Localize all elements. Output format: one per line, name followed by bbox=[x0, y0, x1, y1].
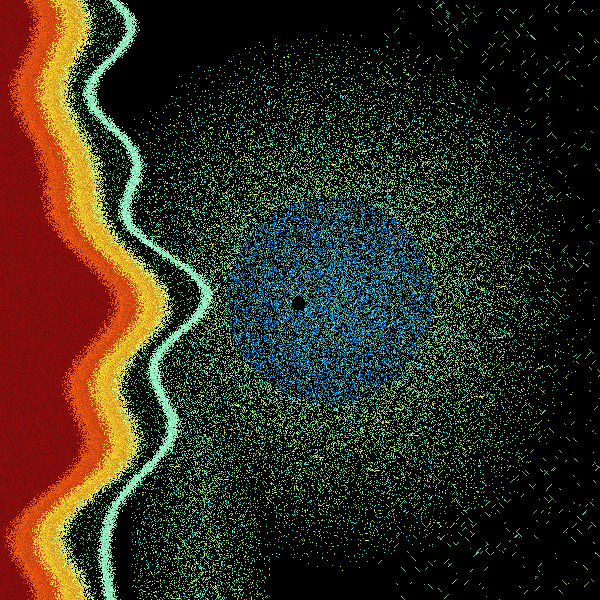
hidden-caption: Radar Reflectivity Mosaic (simulated) bbox=[4, 597, 21, 598]
radar-image-viewport: Radar Reflectivity Mosaic (simulated) bbox=[0, 0, 600, 600]
radar-reflectivity-canvas bbox=[0, 0, 600, 600]
